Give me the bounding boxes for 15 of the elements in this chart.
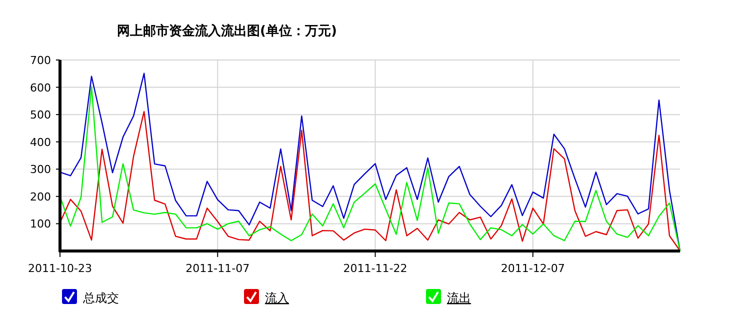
y-tick-label: 100 [30,218,51,231]
x-tick-label: 2011-11-07 [186,262,250,275]
y-tick-label: 500 [30,108,51,122]
chart-title: 网上邮市资金流入流出图(单位：万元) [117,23,337,39]
legend-label: 流出 [447,291,471,305]
y-tick-label: 600 [30,81,51,94]
x-tick-label: 2011-11-22 [343,262,408,275]
y-tick-label: 200 [30,190,51,204]
legend-label: 流入 [265,291,289,305]
y-tick-label: 700 [30,54,51,67]
legend-label: 总成交 [82,291,119,305]
y-tick-label: 300 [30,163,51,176]
y-tick-label: 400 [30,136,51,149]
x-tick-label: 2011-12-07 [500,262,565,275]
x-tick-label: 2011-10-23 [28,262,92,275]
